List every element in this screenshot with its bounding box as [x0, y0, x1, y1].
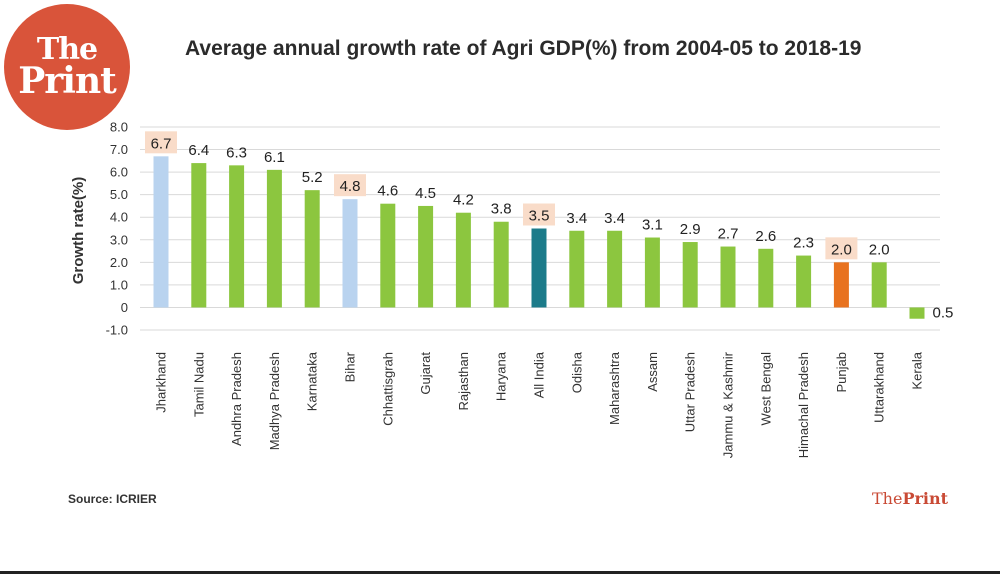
y-tick-label: 3.0: [110, 232, 128, 247]
source-note: Source: ICRIER: [68, 492, 157, 506]
bar: [418, 205, 434, 308]
y-tick-label: 2.0: [110, 255, 128, 270]
data-label: 4.2: [453, 192, 474, 209]
bar: [266, 169, 282, 308]
category-label: Madhya Pradesh: [267, 352, 282, 450]
category-label: Assam: [645, 352, 660, 392]
data-label-highlight: [145, 131, 177, 154]
category-label: Uttar Pradesh: [683, 352, 698, 432]
category-label: Gujarat: [418, 352, 433, 395]
logo-text-the: The: [36, 32, 98, 67]
chart-title: Average annual growth rate of Agri GDP(%…: [185, 37, 862, 60]
category-label: Tamil Nadu: [191, 352, 206, 417]
category-label: Haryana: [494, 351, 509, 401]
bar: [758, 248, 774, 308]
category-label: Odisha: [569, 351, 584, 393]
data-label: 2.3: [793, 235, 814, 252]
bottom-divider: [0, 571, 1000, 574]
category-label: Punjab: [834, 352, 849, 392]
bar: [380, 203, 396, 308]
y-axis-label: Growth rate(%): [70, 177, 87, 285]
category-label: Jharkhand: [154, 352, 169, 413]
y-tick-label: -1.0: [106, 323, 128, 338]
data-label: 5.2: [302, 169, 323, 186]
brand-the: The: [871, 489, 903, 508]
data-label: 0.5: [933, 304, 954, 321]
brand-watermark: ThePrint: [872, 489, 948, 508]
data-label: 6.4: [188, 142, 209, 159]
data-label: 3.4: [566, 210, 587, 227]
y-tick-label: 6.0: [110, 165, 128, 180]
y-tick-label: 7.0: [110, 142, 128, 157]
bar: [682, 242, 698, 308]
bar: [493, 221, 509, 308]
data-label: 2.0: [831, 241, 852, 258]
data-label-highlight: [523, 203, 555, 226]
y-tick-label: 5.0: [110, 187, 128, 202]
category-label: Andhra Pradesh: [229, 352, 244, 446]
category-label: All India: [532, 351, 547, 398]
bar: [720, 246, 736, 308]
category-label: Kerala: [910, 351, 925, 389]
bar: [833, 262, 849, 308]
category-label: Maharashtra: [607, 351, 622, 425]
data-label: 2.7: [718, 226, 739, 243]
category-label: Rajasthan: [456, 352, 471, 411]
bar: [153, 156, 169, 308]
bar: [455, 212, 471, 308]
data-label: 2.6: [755, 228, 776, 245]
data-label-highlight: [334, 174, 366, 197]
data-label: 4.6: [377, 183, 398, 200]
data-label: 2.9: [680, 221, 701, 238]
category-label: Chhattisgrah: [380, 352, 395, 426]
data-label: 6.7: [151, 135, 172, 152]
bar: [644, 237, 660, 308]
data-label: 2.0: [869, 241, 890, 258]
data-label: 3.4: [604, 210, 625, 227]
data-label: 4.8: [340, 178, 361, 195]
data-label: 4.5: [415, 185, 436, 202]
bar: [191, 163, 207, 308]
data-label-highlight: [825, 237, 858, 260]
bar: [607, 230, 623, 308]
category-label: Jammu & Kashmir: [721, 351, 736, 458]
data-label: 3.1: [642, 217, 663, 234]
bar: [569, 230, 585, 308]
category-label: Uttarakhand: [872, 352, 887, 423]
data-label: 6.1: [264, 149, 285, 166]
bar: [342, 199, 358, 308]
y-tick-label: 4.0: [110, 210, 128, 225]
bar: [531, 228, 547, 308]
y-tick-label: 0: [121, 300, 128, 315]
bar: [796, 255, 812, 308]
data-label: 6.3: [226, 144, 247, 161]
category-label: Karnataka: [305, 351, 320, 411]
category-label: Bihar: [343, 351, 358, 382]
bar: [871, 262, 887, 308]
bar: [304, 190, 320, 308]
data-label: 3.8: [491, 201, 512, 218]
bar: [229, 165, 245, 308]
category-label: West Bengal: [758, 352, 773, 426]
category-label: Himachal Pradesh: [796, 352, 811, 458]
logo-text-print: Print: [18, 60, 117, 102]
bar: [909, 307, 925, 319]
brand-print: Print: [902, 489, 948, 508]
theprint-logo: The Print: [4, 4, 130, 130]
y-tick-label: 8.0: [110, 120, 128, 135]
y-tick-label: 1.0: [110, 277, 128, 292]
data-label: 3.5: [529, 208, 550, 225]
